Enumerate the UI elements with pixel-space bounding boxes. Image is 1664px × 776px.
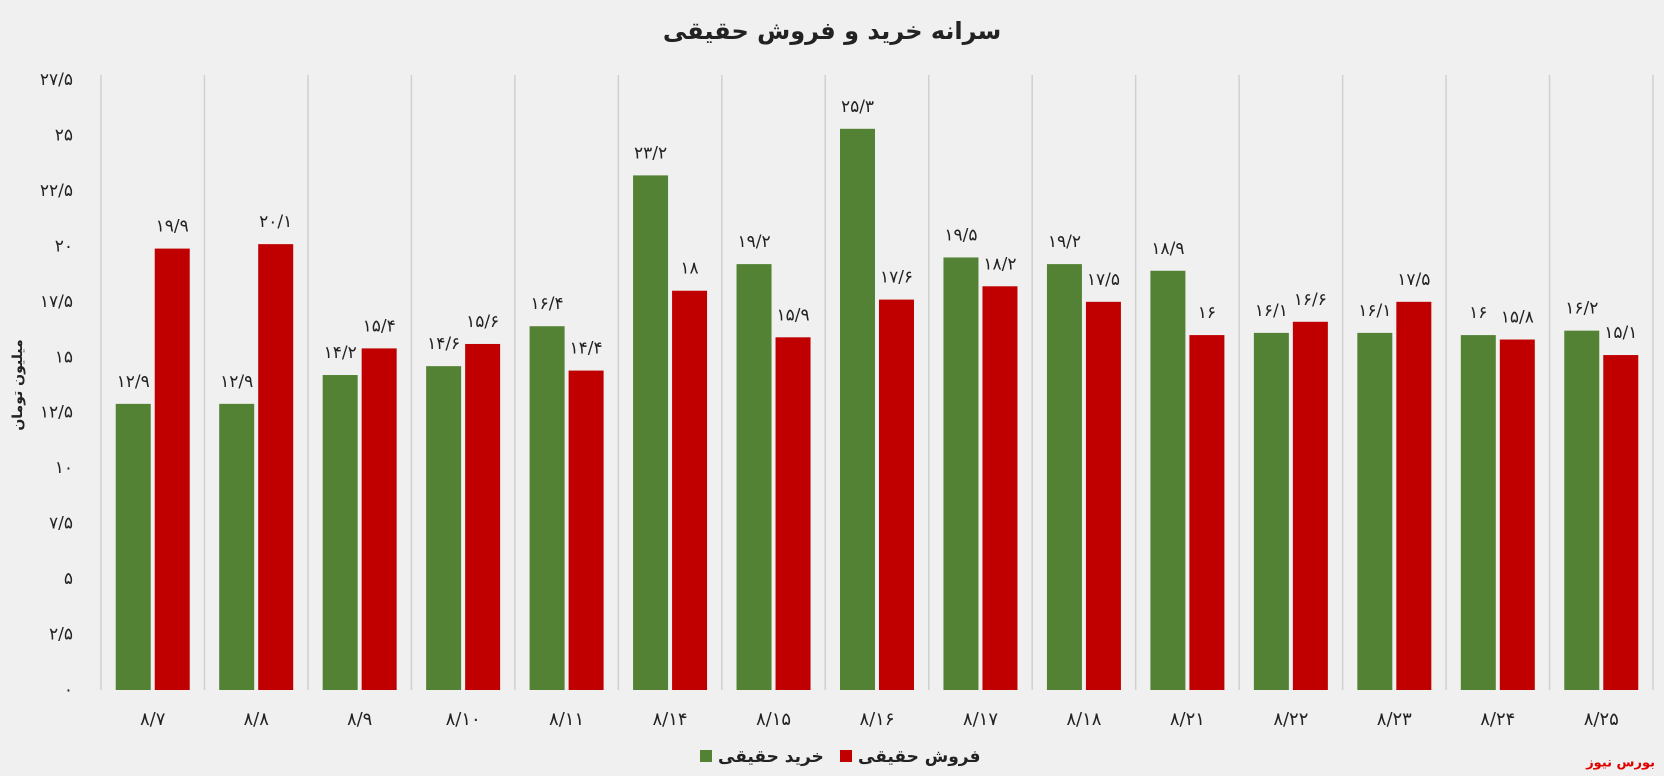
x-tick-label: ۸/۹ (347, 709, 372, 730)
bar (1499, 339, 1535, 690)
bar (1253, 332, 1289, 690)
value-label: ۱۶/۱ (1358, 301, 1391, 321)
value-label: ۱۶ (1198, 303, 1216, 323)
value-label: ۱۹/۹ (156, 217, 189, 237)
bar (219, 403, 255, 690)
chart-title: سرانه خرید و فروش حقیقی (663, 17, 1001, 45)
x-tick-label: ۸/۲۵ (1584, 709, 1619, 730)
value-label: ۱۴/۲ (324, 343, 357, 363)
bar (879, 299, 914, 690)
value-label: ۱۷/۵ (1087, 270, 1120, 290)
bar (633, 175, 669, 690)
y-tick-label: ۱۲/۵ (40, 403, 73, 423)
bar (258, 244, 294, 691)
bar (840, 128, 875, 691)
bar (568, 370, 604, 690)
value-label: ۱۵/۶ (466, 312, 499, 332)
bar (1396, 301, 1432, 690)
value-label: ۱۹/۲ (737, 232, 770, 252)
x-tick-label: ۸/۱۰ (446, 709, 481, 730)
bar (1150, 270, 1186, 690)
value-label: ۱۶/۶ (1294, 290, 1327, 310)
bar (361, 348, 397, 690)
bar (1292, 321, 1328, 690)
y-tick-label: ۲۰ (55, 236, 73, 256)
x-tick-label: ۸/۱۸ (1066, 709, 1101, 730)
y-tick-label: ۷/۵ (49, 514, 73, 534)
bar (154, 248, 190, 690)
value-label: ۱۸/۲ (983, 254, 1016, 274)
legend-label: فروش حقیقی (858, 747, 981, 767)
bar (775, 337, 811, 690)
legend-swatch (700, 750, 712, 762)
value-label: ۱۶/۲ (1565, 299, 1598, 319)
source: بورس نیوز (1585, 756, 1655, 771)
x-tick-label: ۸/۱۴ (653, 709, 688, 730)
x-tick-label: ۸/۸ (243, 709, 269, 730)
value-label: ۱۵/۸ (1501, 308, 1534, 328)
y-tick-label: ۱۷/۵ (40, 292, 73, 312)
bar (426, 366, 462, 690)
legend-label: خرید حقیقی (718, 747, 824, 767)
bar (1085, 301, 1121, 690)
y-tick-label: ۲۵ (55, 125, 73, 145)
bar (943, 257, 979, 690)
x-tick-label: ۸/۲۲ (1273, 709, 1308, 730)
y-tick-label: ۵ (64, 569, 73, 589)
bar (736, 264, 772, 690)
x-tick-label: ۸/۲۴ (1480, 709, 1515, 730)
y-tick-label: ۰ (64, 680, 73, 700)
value-label: ۱۸ (680, 259, 698, 279)
value-label: ۱۲/۹ (220, 372, 253, 392)
value-label: ۱۶ (1469, 303, 1487, 323)
value-label: ۱۵/۱ (1604, 323, 1637, 343)
x-tick-label: ۸/۲۳ (1377, 709, 1412, 730)
value-label: ۱۶/۴ (531, 294, 564, 314)
bar (1046, 264, 1082, 690)
value-label: ۱۷/۵ (1397, 270, 1430, 290)
value-label: ۱۹/۵ (944, 225, 977, 245)
y-tick-label: ۲۷/۵ (40, 70, 73, 90)
legend-swatch (840, 750, 852, 762)
x-tick-label: ۸/۱۷ (963, 709, 998, 730)
value-label: ۱۷/۶ (880, 268, 913, 288)
bar (982, 286, 1018, 690)
value-label: ۱۲/۹ (117, 372, 150, 392)
value-label: ۲۳/۲ (634, 143, 667, 163)
value-label: ۱۵/۴ (363, 316, 396, 336)
bar (529, 326, 565, 690)
x-tick-label: ۸/۲۱ (1170, 709, 1205, 730)
value-label: ۱۴/۴ (570, 339, 603, 359)
x-tick-label: ۸/۱۱ (549, 709, 584, 730)
x-tick-label: ۸/۱۶ (859, 709, 894, 730)
bar (115, 403, 151, 690)
value-label: ۱۵/۹ (776, 305, 809, 325)
x-tick-label: ۸/۱۵ (756, 709, 791, 730)
value-label: ۱۸/۹ (1151, 239, 1184, 259)
y-tick-label: ۲۲/۵ (40, 181, 73, 201)
y-tick-label: ۲/۵ (49, 625, 73, 645)
bar (672, 290, 708, 690)
value-label: ۱۶/۱ (1255, 301, 1288, 321)
value-label: ۲۵/۳ (841, 97, 874, 117)
value-label: ۲۰/۱ (259, 212, 292, 232)
bar (1603, 355, 1639, 690)
y-tick-label: ۱۰ (55, 458, 73, 478)
bar (1564, 330, 1600, 690)
x-tick-label: ۸/۷ (140, 709, 166, 730)
bar (1357, 332, 1393, 690)
value-label: ۱۹/۲ (1048, 232, 1081, 252)
bar (1189, 335, 1225, 690)
bar (1460, 335, 1496, 690)
y-tick-label: ۱۵ (55, 347, 73, 367)
bar (322, 375, 358, 690)
value-label: ۱۴/۶ (427, 334, 460, 354)
y-axis-title: میلیون تومان (10, 339, 26, 430)
bar (465, 343, 501, 690)
